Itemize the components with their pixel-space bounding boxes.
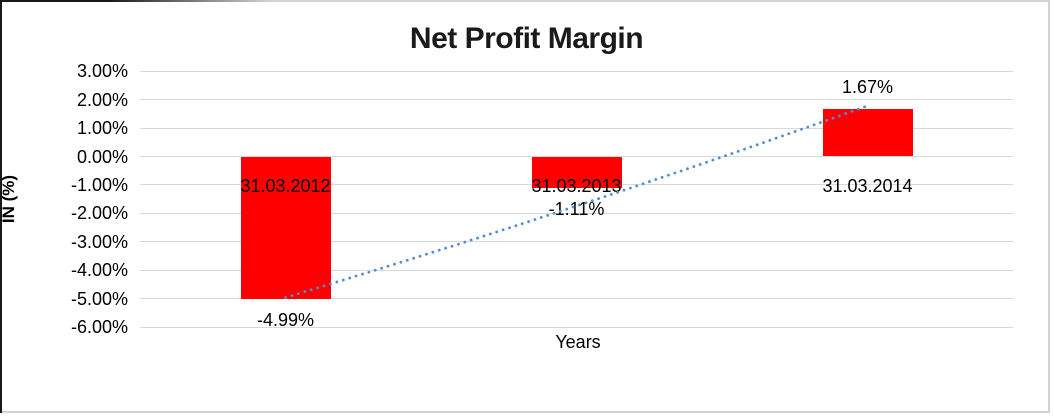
y-tick-label: -2.00% (70, 203, 128, 224)
y-tick-label: -4.00% (70, 260, 128, 281)
gridline (140, 70, 1013, 72)
y-tick-label: -3.00% (70, 231, 128, 252)
y-tick-label: -5.00% (70, 288, 128, 309)
category-label: 31.03.2014 (822, 175, 913, 196)
y-tick-label: 0.00% (76, 146, 128, 167)
chart-border-left (0, 0, 2, 413)
category-label: 31.03.2013 (531, 175, 622, 196)
x-axis-title: Years (555, 332, 601, 352)
y-tick-label: -1.00% (70, 174, 128, 195)
bar-31.03.2014 (822, 108, 913, 157)
y-tick-label: 2.00% (76, 89, 128, 110)
y-tick-label: 1.00% (76, 118, 128, 138)
y-tick-label: 3.00% (76, 61, 128, 82)
value-label: -4.99% (256, 309, 315, 330)
value-label: -1.11% (548, 199, 605, 220)
gridline (140, 298, 1013, 300)
category-label: 31.03.2012 (240, 175, 331, 196)
chart-title: Net Profit Margin (409, 22, 644, 55)
value-label: 1.67% (841, 76, 894, 97)
gridline (140, 326, 1013, 328)
y-tick-label: -6.00% (70, 317, 128, 338)
chart-border-top (0, 0, 270, 2)
gridline (140, 99, 1013, 101)
y-axis-title: IN (%) (0, 174, 18, 224)
